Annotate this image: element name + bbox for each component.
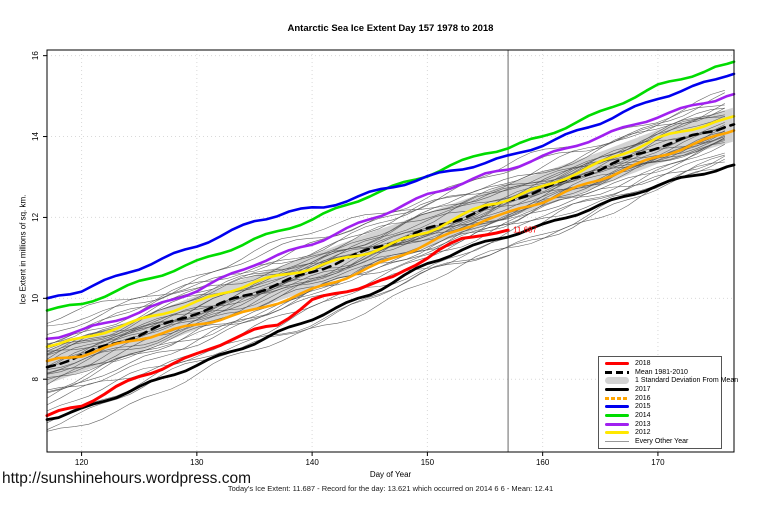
y-tick-label: 8 — [31, 376, 40, 381]
legend-item-2013: 2013 — [605, 420, 721, 428]
legend-label: Every Other Year — [635, 437, 689, 445]
legend-item-2017: 2017 — [605, 386, 721, 394]
x-tick-label: 140 — [305, 458, 319, 467]
legend-item-2012: 2012 — [605, 429, 721, 437]
legend-item-2015: 2015 — [605, 403, 721, 411]
site-url: http://sunshinehours.wordpress.com — [2, 470, 251, 487]
x-axis-label: Day of Year — [369, 470, 412, 479]
x-tick-label: 150 — [421, 458, 435, 467]
legend-swatch — [605, 405, 629, 409]
other-year-line — [46, 116, 725, 352]
other-year-line — [46, 107, 725, 346]
series-line-2012 — [45, 115, 736, 349]
legend-label: 2015 — [635, 403, 651, 411]
x-tick-label: 160 — [536, 458, 550, 467]
other-year-line — [46, 158, 725, 432]
y-tick-label: 12 — [31, 212, 40, 221]
legend-swatch — [605, 377, 629, 385]
chart-title: Antarctic Sea Ice Extent Day 157 1978 to… — [287, 23, 494, 34]
legend-swatch — [605, 431, 629, 435]
legend-item-2018: 2018 — [605, 360, 721, 368]
legend-label: 2014 — [635, 411, 651, 419]
x-tick-label: 130 — [190, 458, 204, 467]
legend-swatch — [605, 370, 629, 374]
legend-label: 2012 — [635, 429, 651, 437]
other-year-line — [46, 104, 725, 346]
other-year-line — [46, 134, 725, 399]
legend-label: 2013 — [635, 420, 651, 428]
series-line-2013 — [45, 92, 736, 341]
series-line-2018 — [45, 228, 510, 418]
other-year-line — [46, 127, 725, 360]
footer-caption: Today's Ice Extent: 11.687 - Record for … — [227, 484, 554, 493]
y-tick-label: 10 — [31, 293, 40, 302]
other-year-line — [46, 152, 725, 386]
legend-item-mean-1981-2010: Mean 1981-2010 — [605, 368, 721, 376]
legend-label: 1 Standard Deviation From Mean — [635, 377, 739, 385]
legend-label: 2016 — [635, 394, 651, 402]
y-tick-label: 16 — [31, 51, 40, 60]
legend-swatch — [605, 440, 629, 442]
series-line-2014 — [45, 60, 736, 312]
other-year-line — [46, 114, 725, 355]
other-year-line — [46, 144, 725, 391]
other-year-line — [46, 154, 725, 406]
marker-value-label: 11.687 — [513, 226, 537, 235]
legend: 2018 Mean 1981-2010 1 Standard Deviation F… — [598, 356, 738, 449]
other-year-line — [46, 138, 725, 374]
legend-item-2016: 2016 — [605, 394, 721, 402]
legend-label: 2018 — [635, 360, 651, 368]
legend-swatch — [605, 413, 629, 417]
x-tick-label: 120 — [75, 458, 89, 467]
legend-label: 2017 — [635, 386, 651, 393]
legend-item-2014: 2014 — [605, 411, 721, 419]
legend-item-1-standard-deviation-from-mean: 1 Standard Deviation From Mean — [605, 377, 738, 385]
other-year-line — [46, 128, 725, 356]
series-line-2016 — [45, 129, 736, 363]
legend-swatch — [605, 388, 629, 391]
legend-item-every-other-year: Every Other Year — [605, 437, 721, 445]
legend-label: Mean 1981-2010 — [635, 368, 688, 376]
legend-swatch — [605, 362, 629, 366]
y-tick-label: 14 — [31, 132, 40, 141]
plot-border — [46, 49, 735, 453]
x-tick-label: 170 — [651, 458, 665, 467]
legend-swatch — [605, 422, 629, 426]
legend-swatch — [605, 396, 629, 400]
other-year-line — [46, 137, 725, 378]
series-line-2017 — [45, 163, 736, 422]
other-year-line — [46, 92, 725, 327]
series-line-2015 — [45, 72, 736, 300]
